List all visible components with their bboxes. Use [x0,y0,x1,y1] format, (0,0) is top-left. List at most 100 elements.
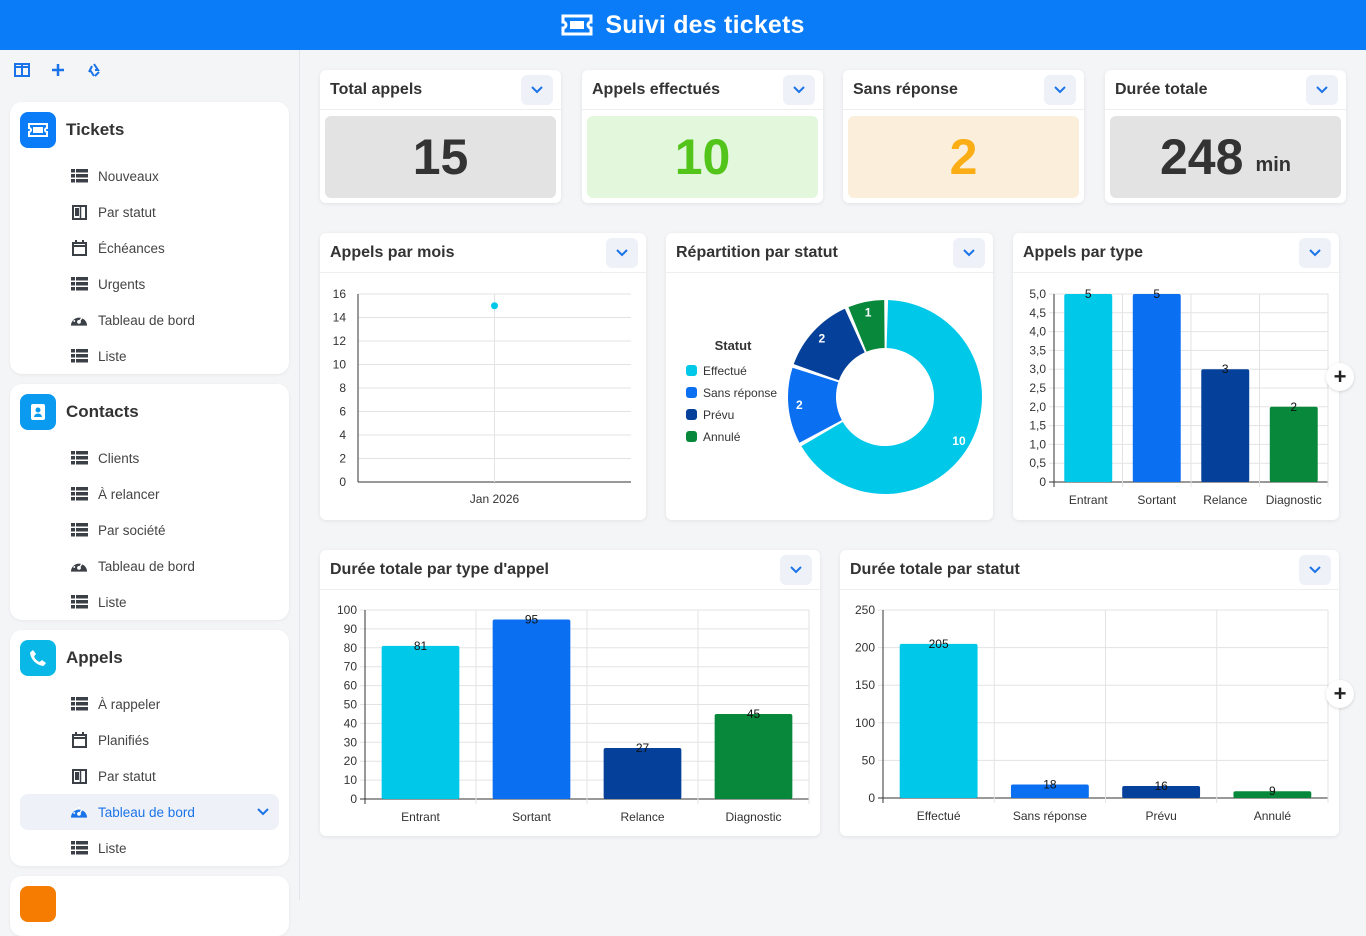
card-duree-par-type: Durée totale par type d'appel 0 10 20 30 40 5… [320,550,820,836]
card-menu-button[interactable] [1299,237,1331,268]
bar[interactable] [899,643,978,798]
add-widget-button[interactable]: + [1326,680,1354,708]
sidebar-item[interactable]: À relancer [10,476,289,512]
data-point[interactable] [491,302,498,310]
card-menu-button[interactable] [953,237,985,268]
legend-label: Effectué [703,364,747,378]
bar[interactable] [714,713,793,799]
kpi-value-box: 15 [325,116,556,198]
sidebar-item-label: Échéances [98,240,165,256]
legend-title: Statut [715,338,753,353]
recycle-icon[interactable] [84,60,104,80]
chevron-down-icon [531,85,543,93]
pie-slice[interactable] [848,300,885,352]
bar[interactable] [1233,791,1312,798]
card-menu-button[interactable] [780,554,812,585]
add-widget-button[interactable]: + [1326,363,1354,391]
data-label: 18 [1043,777,1057,791]
sidebar-item[interactable]: Urgents [10,266,289,302]
card-menu-button[interactable] [1044,74,1076,105]
card-menu-button[interactable] [1306,74,1338,105]
gauge-icon [70,803,88,821]
bar[interactable] [1201,369,1250,482]
pie-slice[interactable] [801,300,982,494]
data-label: 45 [747,707,761,721]
y-tick-label: 250 [855,603,875,617]
sidebar-item[interactable]: Liste [10,830,289,866]
card-menu-button[interactable] [783,74,815,105]
x-tick-label: Diagnostic [1266,493,1322,507]
plus-icon[interactable] [48,60,68,80]
chevron-down-icon[interactable] [257,804,269,819]
legend-label: Prévu [703,408,734,422]
bar[interactable] [492,619,571,799]
chart-appels-par-mois: 0 2 4 6 8 10 12 14 16 Jan 2026 [333,287,631,506]
bar[interactable] [1132,294,1181,482]
card-menu-button[interactable] [606,237,638,268]
kpi-value-box: 2 [848,116,1079,198]
legend-swatch [686,365,697,376]
sidebar-section-2: Appels À rappeler Planifiés Par statut Table… [10,630,289,866]
kpi-value-box: 10 [587,116,818,198]
sidebar-item[interactable]: Par statut [10,758,289,794]
sidebar-item-label: Tableau de bord [98,804,195,820]
pie-slice[interactable] [793,308,865,381]
sidebar-item[interactable]: Tableau de bord [20,794,279,830]
bar[interactable] [381,645,460,799]
kanban-icon [70,203,88,221]
kpi-card: Total appels 15 [320,70,561,203]
card-menu-button[interactable] [521,74,553,105]
bar[interactable] [1269,406,1318,482]
slice-label: 10 [952,434,966,448]
y-tick-label: 5,0 [1029,287,1046,301]
sidebar-item[interactable]: Par société [10,512,289,548]
table-icon [70,347,88,365]
data-label: 27 [636,741,650,755]
card-title: Appels par mois [330,243,455,261]
y-tick-label: 14 [333,311,347,325]
x-tick-label: Sortant [1137,493,1176,507]
y-tick-label: 1,0 [1029,437,1046,451]
bar[interactable] [603,747,682,799]
sidebar-item-label: Par société [98,522,166,538]
card-menu-button[interactable] [1299,554,1331,585]
sidebar-item[interactable]: Liste [10,338,289,374]
sidebar-item[interactable]: Nouveaux [10,158,289,194]
sidebar-section-header[interactable]: Contacts [10,384,289,440]
calendar-icon [70,239,88,257]
sidebar-item[interactable]: Tableau de bord [10,548,289,584]
sidebar-item[interactable]: Clients [10,440,289,476]
sidebar-item[interactable]: Liste [10,584,289,620]
bar[interactable] [1010,784,1089,798]
pie-slice[interactable] [788,367,842,443]
chevron-down-icon [616,248,628,256]
sidebar-section-header[interactable]: Appels [10,630,289,686]
sidebar-item[interactable]: Planifiés [10,722,289,758]
sidebar-section-title: Appels [66,648,123,667]
x-tick-label: Entrant [1069,493,1108,507]
bar[interactable] [1122,785,1201,798]
x-tick-label: Sortant [512,810,551,824]
sidebar-item[interactable]: Tableau de bord [10,302,289,338]
gauge-icon [70,311,88,329]
legend-swatch [686,387,697,398]
kpi-title: Appels effectués [592,80,721,98]
sidebar-section-header[interactable]: Tickets [10,102,289,158]
x-tick-label: Sans réponse [1013,809,1087,823]
sidebar: Tickets Nouveaux Par statut Échéances Urgent… [0,50,300,936]
card-title: Répartition par statut [676,243,838,261]
sidebar-item[interactable]: Échéances [10,230,289,266]
chart-duree-par-type: 0 10 20 30 40 50 60 70 80 90 100 81 Entrant 95 Sortant… [337,603,810,824]
y-tick-label: 50 [344,698,358,712]
sidebar-item[interactable]: À rappeler [10,686,289,722]
table-icon [70,521,88,539]
chart-duree-par-statut: 0 50 100 150 200 250 205 Effectué 18 Sans réponse… [855,603,1329,823]
table-icon [70,449,88,467]
bar[interactable] [1064,294,1113,482]
legend-swatch [686,431,697,442]
sidebar-item[interactable]: Par statut [10,194,289,230]
layout-icon[interactable] [12,60,32,80]
sidebar-item-label: Par statut [98,204,156,220]
y-tick-label: 100 [337,603,357,617]
y-tick-label: 200 [855,641,875,655]
